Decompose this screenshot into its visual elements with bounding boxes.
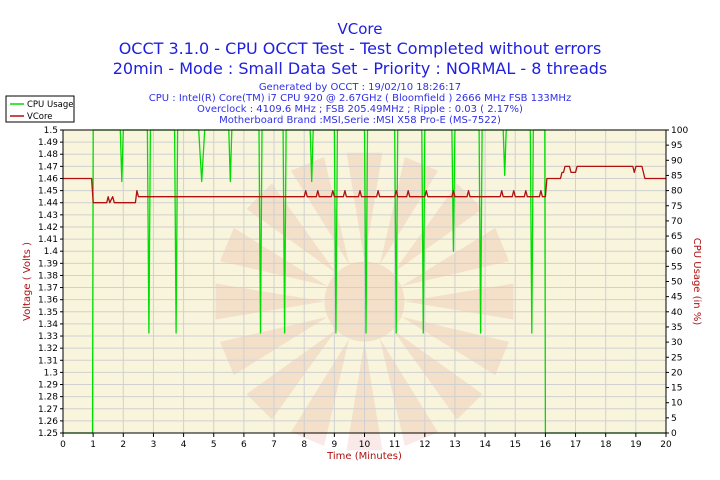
y-tick-label: 1.26 — [38, 417, 58, 427]
y-tick-label: 1.47 — [38, 162, 58, 172]
y-right-tick-label: 20 — [671, 368, 683, 378]
y-tick-label: 1.38 — [38, 271, 58, 281]
x-tick-label: 13 — [449, 440, 460, 450]
y-right-tick-label: 10 — [671, 399, 683, 409]
info-cpu: CPU : Intel(R) Core(TM) i7 CPU 920 @ 2.6… — [148, 93, 572, 104]
x-tick-label: 17 — [570, 440, 581, 450]
y-axis-title-left: Voltage ( Volts ) — [22, 242, 33, 321]
y-right-tick-label: 45 — [671, 293, 682, 303]
y-right-tick-label: 70 — [671, 217, 683, 227]
x-tick-label: 3 — [151, 440, 157, 450]
info-overclock: Overclock : 4109.6 MHz ; FSB 205.49MHz ;… — [197, 104, 523, 115]
y-tick-label: 1.5 — [44, 126, 58, 136]
y-tick-label: 1.42 — [38, 223, 58, 233]
legend-box — [5, 95, 75, 123]
x-tick-label: 10 — [359, 440, 371, 450]
y-right-tick-label: 15 — [671, 384, 682, 394]
y-right-tick-label: 90 — [671, 156, 683, 166]
info-generated: Generated by OCCT : 19/02/10 18:26:17 — [258, 82, 462, 93]
y-tick-label: 1.29 — [38, 381, 58, 391]
legend-label-0: CPU Usage — [27, 100, 73, 110]
x-tick-label: 6 — [241, 440, 247, 450]
y-tick-label: 1.31 — [38, 356, 58, 366]
x-tick-label: 15 — [510, 440, 521, 450]
y-tick-label: 1.3 — [44, 368, 58, 378]
x-tick-label: 16 — [540, 440, 552, 450]
x-tick-label: 12 — [419, 440, 430, 450]
x-tick-label: 9 — [331, 440, 337, 450]
y-tick-label: 1.49 — [38, 138, 58, 148]
y-tick-label: 1.46 — [38, 174, 58, 184]
chart-subtitle-test: OCCT 3.1.0 - CPU OCCT Test - Test Comple… — [118, 39, 602, 58]
chart-subtitle-mode: 20min - Mode : Small Data Set - Priority… — [112, 59, 608, 78]
y-tick-label: 1.27 — [38, 405, 58, 415]
y-tick-label: 1.28 — [38, 393, 58, 403]
y-right-tick-label: 35 — [671, 323, 682, 333]
y-right-tick-label: 60 — [671, 247, 683, 257]
y-right-tick-label: 65 — [671, 232, 682, 242]
x-tick-label: 14 — [479, 440, 491, 450]
y-right-tick-label: 55 — [671, 262, 682, 272]
y-tick-label: 1.32 — [38, 344, 58, 354]
y-right-tick-label: 80 — [671, 187, 683, 197]
x-tick-label: 20 — [660, 440, 672, 450]
x-axis-title: Time (Minutes) — [326, 451, 402, 462]
y-tick-label: 1.35 — [38, 308, 58, 318]
y-tick-label: 1.34 — [38, 320, 58, 330]
y-axis-title-right: CPU Usage (in %) — [691, 238, 702, 326]
y-tick-label: 1.25 — [38, 429, 58, 439]
y-right-tick-label: 40 — [671, 308, 683, 318]
x-tick-label: 7 — [271, 440, 277, 450]
x-tick-label: 0 — [60, 440, 66, 450]
x-tick-label: 8 — [301, 440, 307, 450]
x-tick-label: 4 — [181, 440, 187, 450]
legend-label-1: VCore — [27, 112, 53, 122]
legend: CPU Usage VCore — [5, 95, 75, 123]
info-motherboard: Motherboard Brand :MSI,Serie :MSI X58 Pr… — [219, 115, 501, 126]
y-right-tick-label: 75 — [671, 202, 682, 212]
x-tick-label: 1 — [90, 440, 96, 450]
y-right-tick-label: 95 — [671, 141, 682, 151]
y-right-tick-label: 50 — [671, 278, 683, 288]
y-right-tick-label: 30 — [671, 338, 683, 348]
y-right-tick-label: 100 — [671, 126, 688, 136]
series-line-vcore — [63, 165, 666, 204]
x-tick-label: 2 — [120, 440, 126, 450]
chart-title: VCore — [337, 20, 383, 38]
x-tick-label: 11 — [389, 440, 400, 450]
y-tick-label: 1.45 — [38, 187, 58, 197]
y-tick-label: 1.37 — [38, 284, 58, 294]
x-tick-label: 18 — [600, 440, 612, 450]
y-tick-label: 1.48 — [38, 150, 58, 160]
y-right-tick-label: 25 — [671, 353, 682, 363]
y-tick-label: 1.4 — [44, 247, 59, 257]
y-tick-label: 1.43 — [38, 211, 58, 221]
y-tick-label: 1.41 — [38, 235, 58, 245]
x-tick-label: 19 — [630, 440, 642, 450]
y-right-tick-label: 85 — [671, 171, 682, 181]
x-tick-label: 5 — [211, 440, 217, 450]
y-tick-label: 1.44 — [38, 199, 58, 209]
y-right-tick-label: 0 — [671, 429, 677, 439]
y-tick-label: 1.33 — [38, 332, 58, 342]
y-tick-label: 1.36 — [38, 296, 58, 306]
y-right-tick-label: 5 — [671, 414, 677, 424]
y-tick-label: 1.39 — [38, 259, 58, 269]
